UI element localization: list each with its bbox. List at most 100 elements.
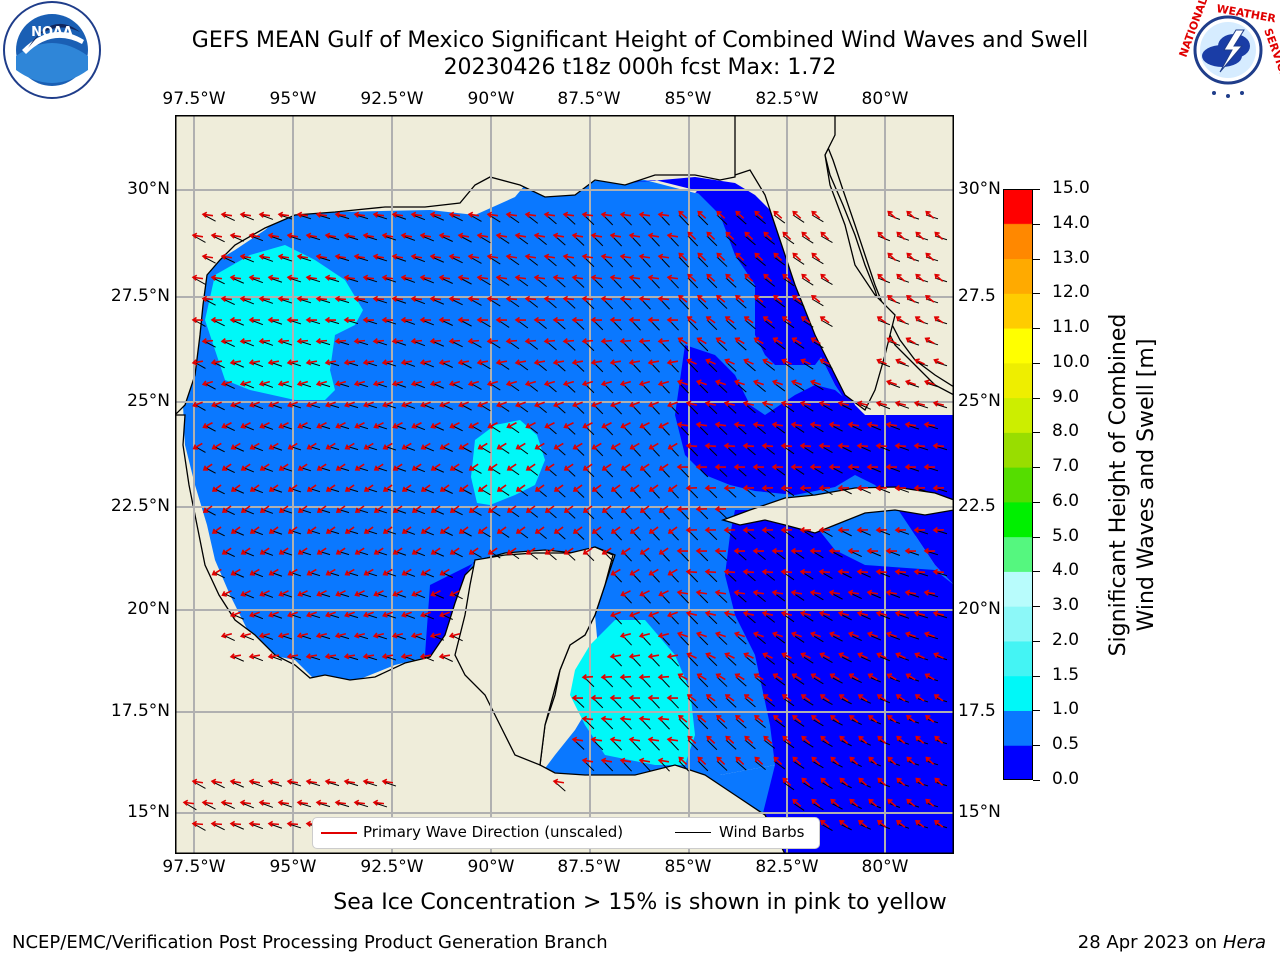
wind-barb [431, 298, 444, 305]
wave-direction-arrow [457, 274, 470, 281]
wave-direction-arrow [866, 589, 879, 596]
wave-direction-arrow [373, 590, 384, 597]
wind-barb [754, 298, 766, 309]
wave-direction-arrow [609, 359, 622, 366]
wave-direction-arrow [229, 274, 242, 281]
colorbar-tick-mark [1033, 640, 1040, 642]
wind-barb [725, 235, 737, 246]
wave-direction-arrow [754, 756, 764, 766]
wave-direction-arrow [667, 568, 678, 576]
wind-barb [735, 718, 747, 729]
wave-direction-arrow [752, 379, 764, 386]
wave-direction-arrow [790, 631, 802, 638]
wave-direction-arrow [877, 820, 887, 828]
colorbar-tick-mark [1033, 467, 1040, 469]
wave-direction-arrow [733, 463, 746, 471]
wave-direction-arrow [201, 253, 214, 260]
wind-barb [687, 655, 699, 667]
wave-direction-arrow [887, 756, 897, 766]
colorbar-segment [1003, 258, 1033, 294]
wave-direction-arrow [391, 295, 404, 302]
wave-direction-arrow [496, 442, 507, 450]
wave-direction-arrow [344, 611, 355, 618]
wind-barb [754, 718, 766, 729]
wave-direction-arrow [847, 463, 860, 471]
wave-direction-arrow [754, 210, 764, 219]
wave-direction-arrow [695, 421, 708, 428]
wave-direction-arrow [305, 359, 318, 366]
wave-direction-arrow [885, 631, 897, 638]
wave-direction-arrow [866, 547, 879, 555]
wave-direction-arrow [619, 673, 632, 681]
wave-direction-arrow [239, 632, 252, 639]
wave-direction-arrow [306, 526, 317, 534]
wave-direction-arrow [382, 484, 393, 492]
wave-direction-arrow [230, 611, 241, 618]
wave-direction-arrow [904, 379, 916, 386]
wind-barb [896, 655, 910, 661]
wave-direction-arrow [581, 673, 594, 681]
colorbar-tick-mark [1033, 397, 1040, 399]
wind-barb [345, 277, 359, 283]
wind-barb [307, 277, 321, 283]
wave-direction-arrow [590, 736, 603, 743]
wave-direction-arrow [191, 359, 204, 366]
colorbar-tick-label: 13.0 [1052, 247, 1090, 268]
lat-tick-left: 27.5°N [110, 286, 170, 306]
wind-barb [792, 298, 805, 307]
wave-direction-arrow [742, 568, 755, 576]
colorbar-tick-mark [1033, 780, 1040, 781]
wind-barb [469, 340, 482, 348]
wave-direction-arrow [411, 505, 422, 513]
footer-host: Hera [1222, 932, 1266, 953]
wave-direction-arrow [401, 526, 412, 534]
wind-barb [250, 319, 264, 326]
wave-direction-arrow [706, 735, 716, 744]
wave-direction-arrow [856, 526, 869, 534]
wave-direction-arrow [429, 253, 442, 260]
wave-direction-arrow [837, 484, 850, 492]
wave-direction-arrow [716, 294, 726, 303]
wave-direction-arrow [686, 652, 697, 659]
wave-direction-arrow [373, 547, 384, 555]
wave-direction-arrow [837, 568, 850, 576]
wave-direction-arrow [913, 526, 926, 534]
wind-barb [849, 550, 862, 558]
wave-direction-arrow [676, 505, 689, 513]
wave-direction-arrow [847, 589, 860, 596]
wave-direction-arrow [904, 547, 917, 555]
wind-barb [877, 445, 891, 452]
wave-direction-arrow [334, 211, 347, 218]
wind-barb [887, 634, 901, 640]
wave-direction-arrow [685, 610, 698, 617]
wave-direction-arrow [619, 380, 632, 387]
wave-direction-arrow [856, 610, 869, 617]
wave-direction-arrow [458, 484, 469, 492]
wind-barb [906, 424, 920, 430]
wind-barb [412, 256, 426, 263]
wave-direction-arrow [487, 547, 498, 555]
colorbar-label-line2: Wind Waves and Swell [m] [1134, 338, 1159, 632]
wave-direction-arrow [716, 210, 726, 219]
wind-barb [820, 487, 833, 495]
wind-barb [934, 361, 948, 367]
wind-barb [744, 235, 756, 246]
wave-direction-arrow [875, 442, 888, 450]
wave-direction-arrow [506, 547, 517, 555]
wind-barb [222, 298, 235, 305]
wave-direction-arrow [221, 505, 232, 513]
wave-direction-arrow [610, 526, 621, 534]
wave-direction-arrow [705, 652, 716, 659]
wave-direction-arrow [525, 505, 536, 513]
wave-direction-arrow [221, 422, 232, 429]
wind-barb [260, 802, 274, 808]
wave-direction-arrow [306, 611, 317, 618]
colorbar-frame [1003, 189, 1033, 780]
wind-barb [687, 697, 699, 709]
wave-direction-arrow [875, 610, 888, 617]
wave-direction-arrow [430, 590, 441, 597]
lon-tick-bottom: 90°W [467, 857, 515, 877]
wave-direction-arrow [714, 379, 726, 386]
wave-direction-arrow [819, 358, 830, 365]
wave-direction-arrow [467, 380, 480, 387]
